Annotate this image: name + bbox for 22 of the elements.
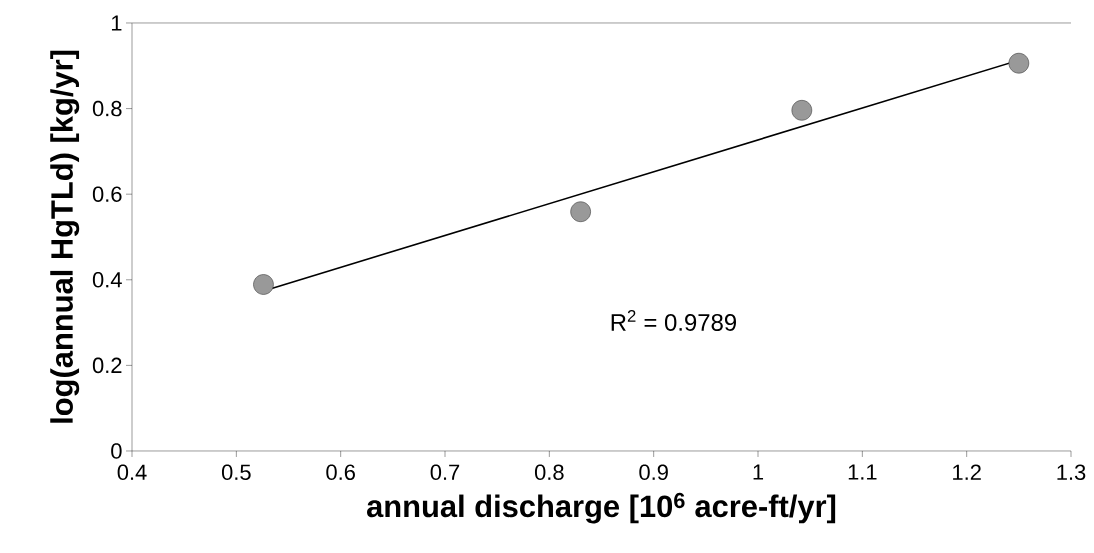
x-axis-title: annual discharge [10$^{6}$ acre-ft/yr] (367, 492, 836, 524)
x-tick-label: 0.7 (430, 464, 460, 481)
annotation: R$^{2}$ = 0.9789 (611, 309, 737, 331)
x-tick-label: 1.2 (953, 464, 981, 480)
y-tick-label: 0 (111, 443, 122, 459)
y-tick-label: 0.8 (92, 100, 122, 117)
y-tick-label: 0.2 (92, 357, 122, 374)
x-tick-label: 1.1 (848, 464, 877, 480)
x-tick-label: 1 (753, 464, 764, 480)
point (253, 274, 274, 295)
point (1008, 52, 1030, 74)
x-tick-label: 1.3 (1057, 464, 1086, 481)
y-tick-label: 0.6 (92, 186, 122, 202)
y-tick-label: 0.4 (92, 272, 122, 288)
x-tick-label: 0.8 (534, 464, 564, 481)
x-tick-label: 0.9 (639, 464, 668, 481)
x-tick-label: 0.5 (221, 464, 251, 481)
point (791, 100, 813, 121)
x-tick-label: 0.6 (326, 464, 355, 481)
point (570, 201, 591, 222)
y-tick-label: 1 (111, 15, 122, 31)
y-axis-title: log(annual HgTLd) [kg/yr] (50, 50, 80, 423)
